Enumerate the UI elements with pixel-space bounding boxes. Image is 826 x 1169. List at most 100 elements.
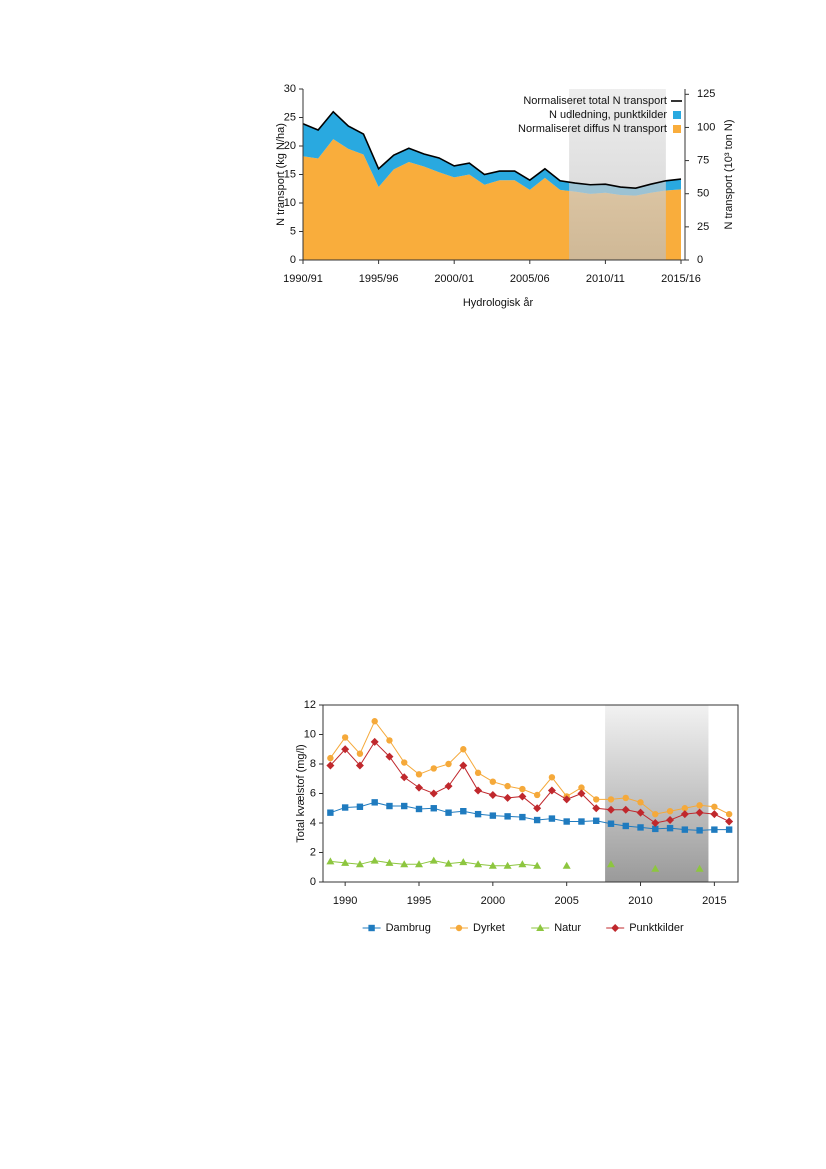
point [326, 857, 335, 865]
point [386, 737, 393, 744]
point [459, 858, 468, 866]
point [341, 858, 350, 866]
point [504, 782, 511, 790]
x-tick-label: 2015/16 [661, 273, 701, 285]
y-tick-label: 8 [310, 758, 316, 770]
point [474, 810, 482, 818]
point [401, 802, 408, 810]
point [666, 816, 675, 825]
point [386, 802, 393, 810]
point [666, 824, 674, 832]
point [607, 796, 615, 803]
line [330, 741, 730, 824]
y2-tick-label: 100 [697, 121, 715, 133]
legend-swatch [673, 125, 681, 133]
point [636, 808, 645, 817]
y2-tick-label: 25 [697, 221, 709, 233]
x-tick-label: 1990/91 [283, 273, 323, 285]
point [592, 804, 601, 813]
y-tick-label: 4 [310, 817, 316, 829]
legend-label: Dyrket [473, 922, 505, 934]
point [341, 745, 350, 754]
point [577, 789, 586, 798]
point [695, 808, 704, 817]
point [488, 861, 497, 869]
point [547, 786, 556, 795]
shaded-period [569, 89, 666, 260]
point [593, 796, 600, 803]
x-tick-label: 2010 [628, 895, 652, 907]
point [385, 858, 394, 866]
point [445, 760, 452, 768]
point [474, 786, 483, 795]
point [430, 765, 437, 772]
point [444, 782, 453, 791]
legend-swatch [673, 111, 681, 119]
point [622, 822, 629, 830]
point [548, 815, 556, 822]
point [400, 860, 409, 868]
point [578, 784, 585, 791]
y-tick-label: 2 [310, 846, 316, 858]
point [355, 761, 364, 770]
plot-frame [322, 704, 739, 883]
y-axis-title: Total kvælstof (mg/l) [295, 744, 307, 842]
point [430, 805, 437, 812]
point [606, 860, 615, 868]
point [504, 813, 511, 820]
y-tick-label: 0 [290, 254, 296, 266]
line [330, 801, 730, 831]
y2-tick-label: 125 [697, 88, 715, 100]
point [429, 789, 438, 798]
point [711, 803, 718, 810]
legend-marker [368, 924, 375, 932]
point [415, 805, 423, 813]
x-tick-label: 2000/01 [434, 273, 474, 285]
point [651, 819, 660, 827]
point [503, 861, 512, 869]
point [341, 804, 349, 811]
point [725, 817, 734, 826]
x-tick-label: 2000 [481, 895, 505, 907]
point [474, 860, 483, 868]
x-axis-title: Hydrologisk år [463, 297, 534, 309]
point [725, 810, 733, 818]
point [533, 816, 541, 824]
point [518, 860, 527, 868]
point [371, 799, 378, 806]
y2-tick-label: 75 [697, 154, 709, 166]
legend-marker [536, 924, 545, 931]
x-tick-label: 2015 [702, 895, 726, 907]
point [606, 805, 615, 814]
point [518, 792, 527, 801]
legend-marker [611, 924, 620, 932]
x-tick-label: 2010/11 [586, 273, 625, 285]
y-tick-label: 15 [284, 168, 296, 180]
y-tick-label: 25 [284, 111, 296, 123]
point [401, 759, 408, 766]
line [302, 110, 682, 189]
point [356, 750, 364, 757]
point [637, 799, 644, 806]
point [356, 803, 364, 810]
y2-axis-title: N transport (10³ ton N) [723, 119, 735, 229]
y-tick-label: 6 [310, 787, 316, 799]
legend-label: N udledning, punktkilder [549, 109, 667, 121]
point [562, 795, 571, 804]
x-tick-label: 1995 [407, 895, 431, 907]
shaded-period [605, 705, 709, 882]
point [622, 794, 629, 802]
point [562, 861, 571, 869]
point [681, 805, 689, 812]
point [400, 773, 409, 782]
y2-tick-label: 0 [697, 254, 703, 266]
point [593, 817, 600, 824]
point [696, 802, 703, 809]
y-tick-label: 30 [284, 83, 296, 95]
point [503, 793, 512, 802]
point [711, 826, 718, 833]
point [607, 820, 615, 827]
point [621, 805, 630, 814]
y-tick-label: 20 [284, 140, 296, 152]
